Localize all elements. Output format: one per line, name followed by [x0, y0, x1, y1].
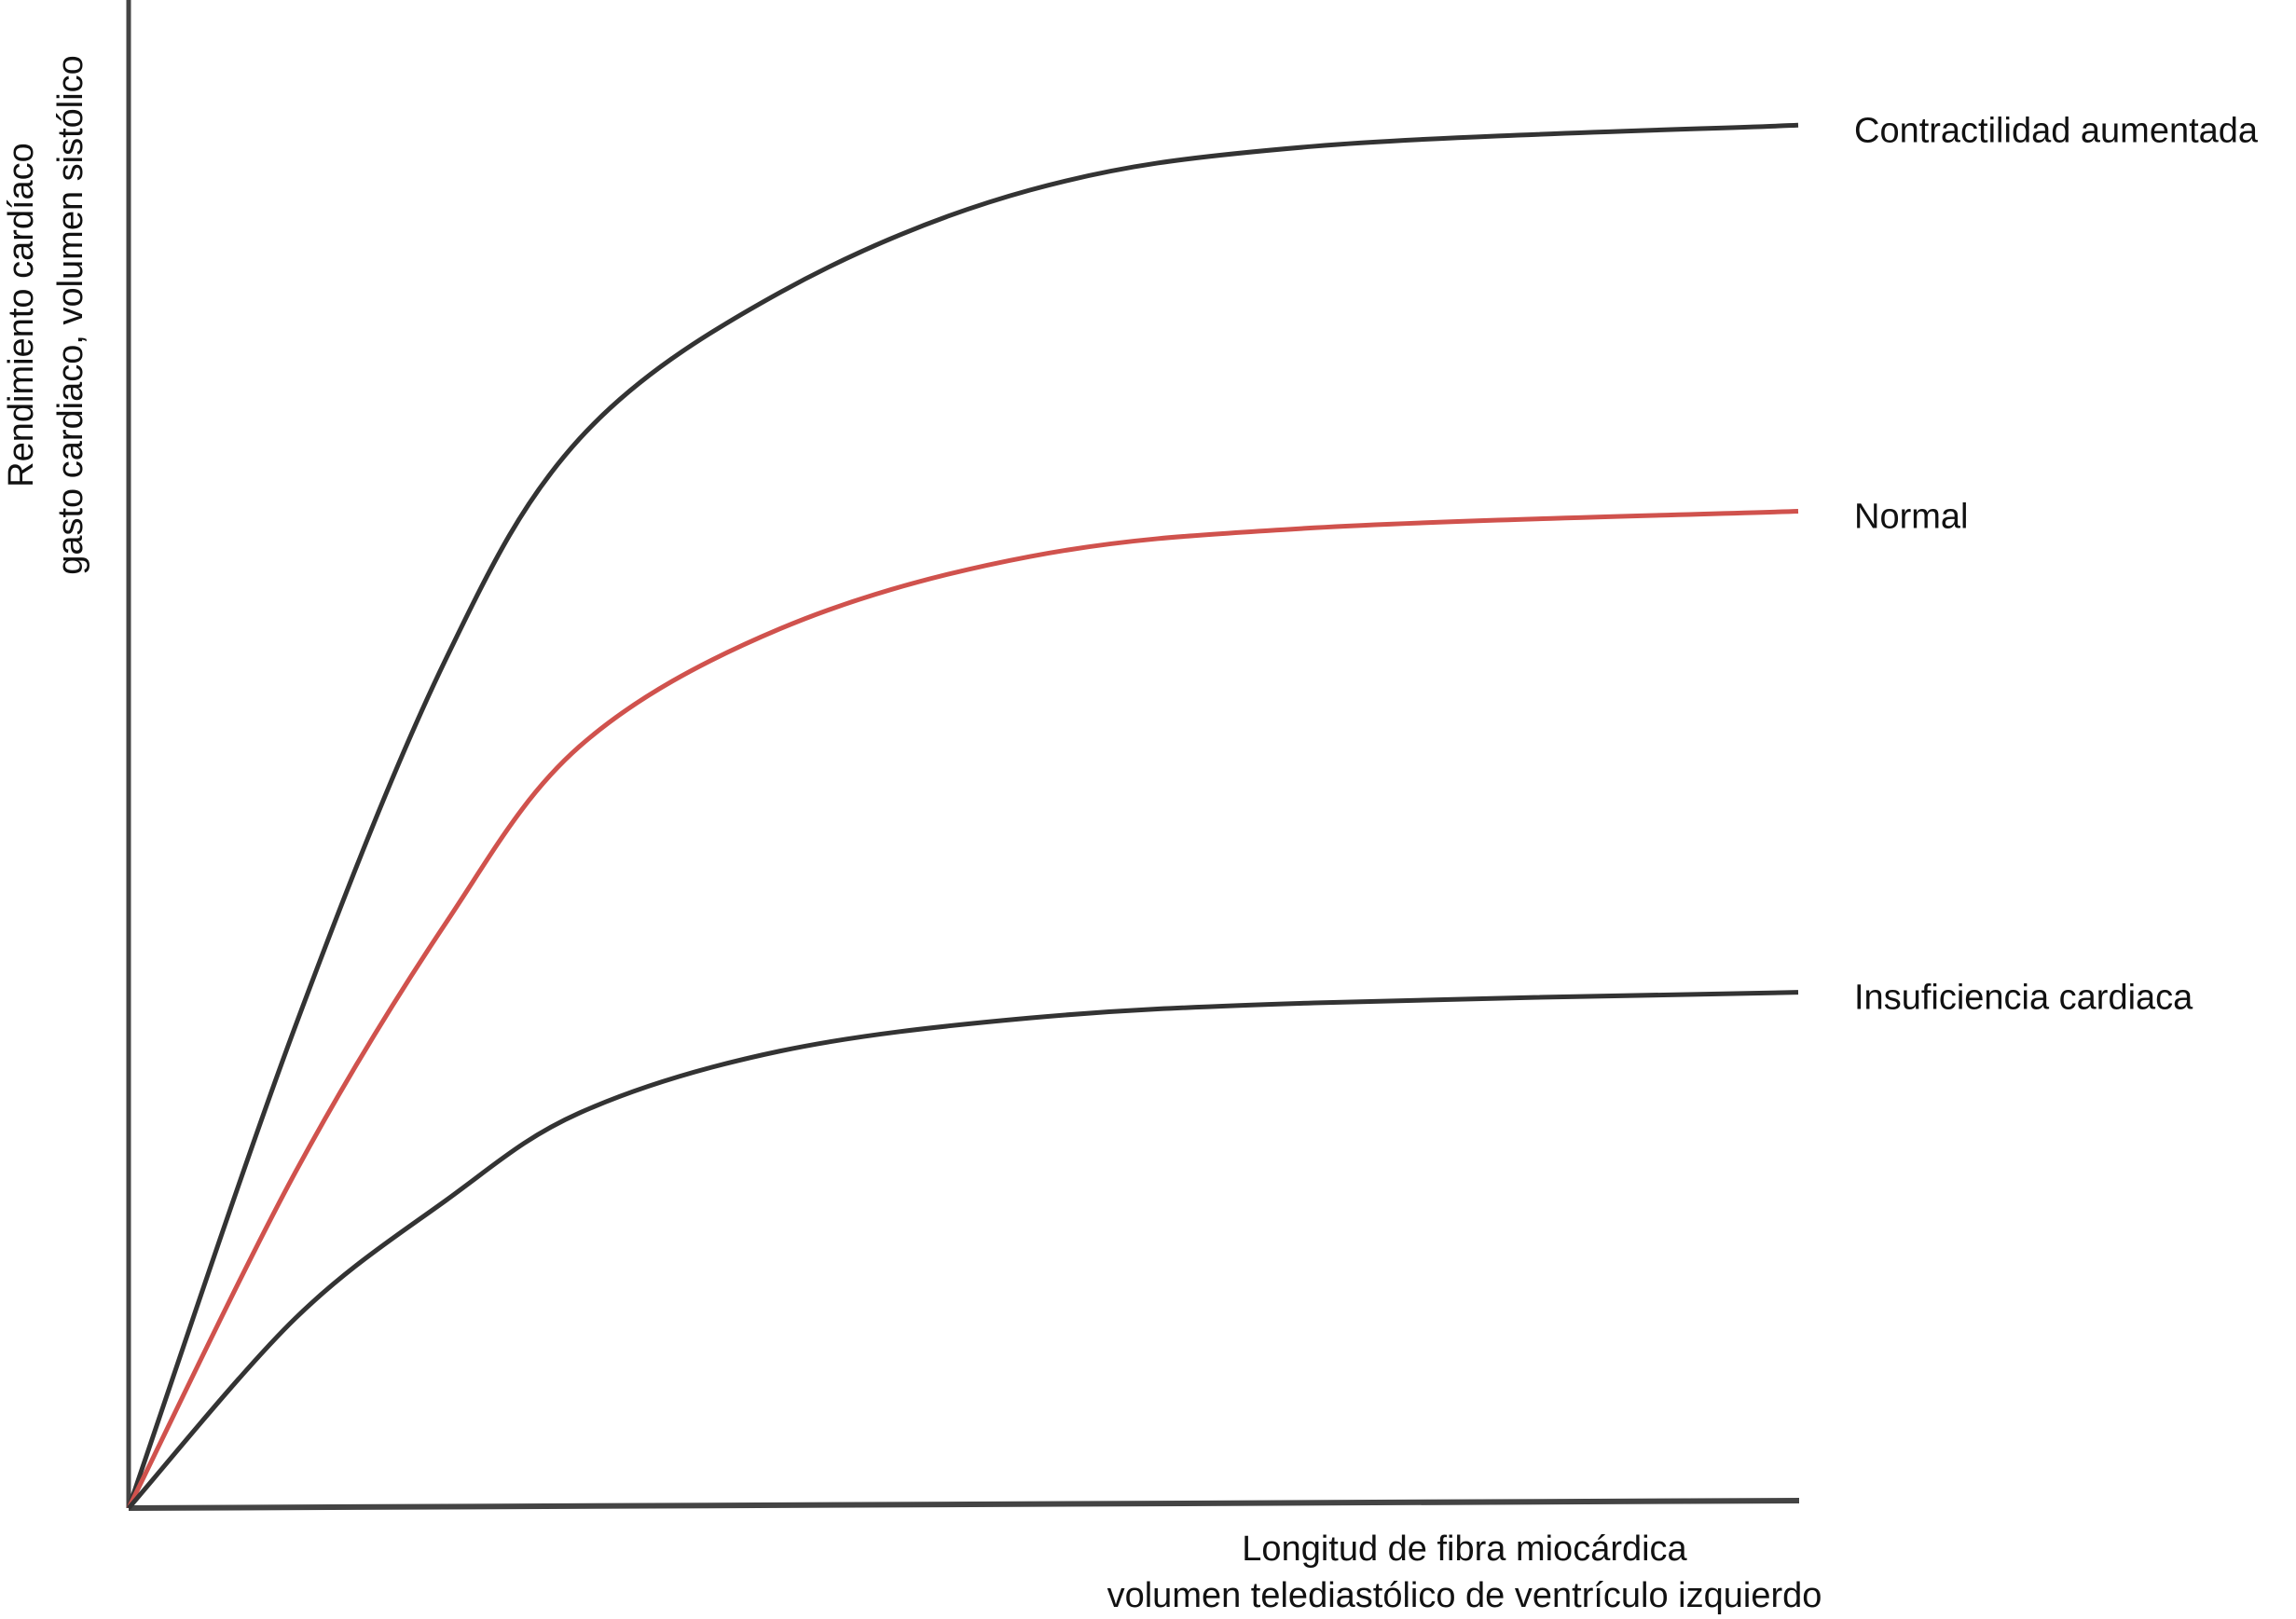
series-label: Insuficiencia cardiaca [1854, 979, 2193, 1018]
y-axis-label: gasto cardiaco, volumen sistólico [51, 55, 90, 575]
x-axis-label: Longitud de fibra miocárdica [1242, 1530, 1687, 1569]
series-line [126, 122, 1799, 1509]
series-line [127, 990, 1799, 1510]
y-axis-label: Rendimiento cardíaco [2, 143, 41, 487]
series-label: Normal [1854, 498, 1968, 537]
x-axis-label: volumen telediastólico de ventrículo izq… [1107, 1576, 1822, 1615]
series-label: Contractilidad aumentada [1854, 111, 2259, 150]
x-axis [128, 1498, 1800, 1511]
series-line [126, 509, 1799, 1510]
